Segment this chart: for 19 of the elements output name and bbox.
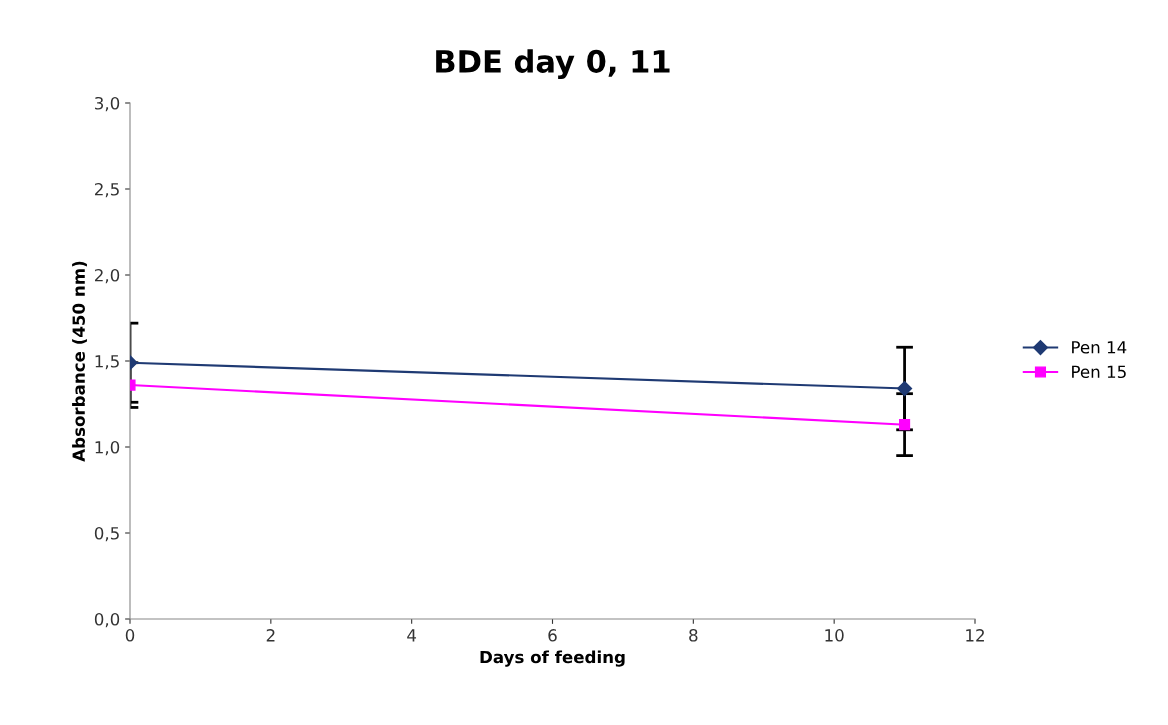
legend-label: Pen 15 [1072, 365, 1126, 379]
x-tick-label: 0 [125, 629, 135, 642]
x-tick-label: 6 [548, 629, 557, 642]
y-tick-label: 2,0 [94, 268, 120, 284]
y-tick-label: 3,0 [95, 96, 120, 112]
chart-title: BDE day 0, 11 [436, 49, 670, 80]
x-axis-title: Days of feeding [480, 650, 625, 667]
y-tick-label: 2,5 [94, 182, 119, 198]
y-tick-label: 1,5 [95, 355, 119, 370]
x-tick-label: 10 [825, 629, 844, 642]
x-tick-label: 4 [407, 629, 417, 642]
x-tick-label: 2 [266, 629, 275, 642]
y-tick-label: 0,5 [94, 526, 119, 542]
y-tick-label: 0,0 [94, 612, 120, 628]
y-tick-label: 1,0 [95, 440, 120, 456]
x-tick-label: 12 [966, 629, 984, 642]
y-axis-title: Absorbance (450 nm) [72, 261, 87, 462]
legend-label: Pen 14 [1072, 341, 1127, 354]
x-tick-label: 8 [689, 629, 698, 642]
